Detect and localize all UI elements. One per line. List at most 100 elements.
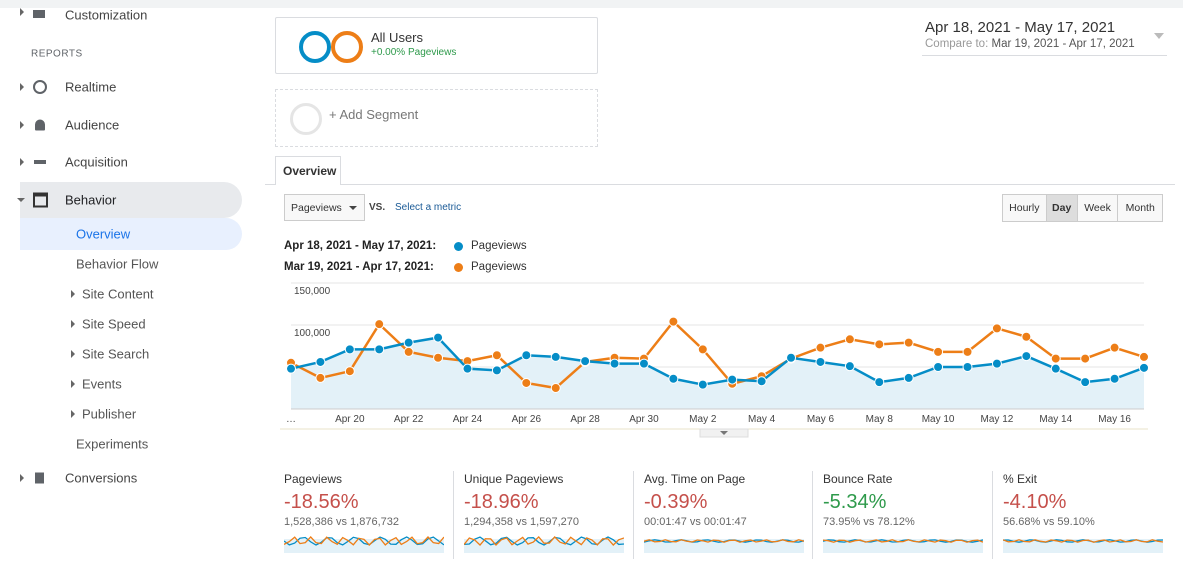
expand-arrow[interactable] xyxy=(17,198,25,202)
expand-arrow[interactable] xyxy=(71,410,75,418)
nav-item[interactable]: Events xyxy=(82,376,122,392)
expand-arrow[interactable] xyxy=(71,350,75,358)
icon xyxy=(33,10,45,18)
nav-item[interactable]: Publisher xyxy=(82,406,137,422)
card-separator xyxy=(633,471,634,559)
nav-item[interactable]: Customization xyxy=(65,7,148,23)
add-segment-label[interactable]: + Add Segment xyxy=(329,107,419,122)
point xyxy=(609,358,620,369)
sparkline xyxy=(823,539,983,553)
point xyxy=(933,346,944,357)
y-tick-label: 150,000 xyxy=(294,286,331,297)
point xyxy=(521,377,532,388)
point xyxy=(1080,377,1091,388)
point xyxy=(286,363,296,374)
point xyxy=(580,356,591,367)
sparkline xyxy=(284,536,444,553)
x-tick-label: Apr 30 xyxy=(629,414,659,425)
expand-arrow[interactable] xyxy=(71,380,75,388)
nav-item[interactable]: Site Search xyxy=(82,346,150,362)
scorecard-detail: 00:01:47 vs 00:01:47 xyxy=(644,516,747,528)
segment-card[interactable] xyxy=(275,17,598,74)
sparkline-line xyxy=(464,536,624,546)
nav-item[interactable]: Overview xyxy=(76,226,131,242)
x-tick-label: May 6 xyxy=(807,414,835,425)
nav-item[interactable]: Behavior xyxy=(65,192,117,208)
x-tick-label: Apr 24 xyxy=(453,414,483,425)
dropdown-arrow[interactable] xyxy=(1154,33,1164,39)
point xyxy=(962,346,973,357)
metric-select-label[interactable]: Pageviews xyxy=(291,202,342,214)
point xyxy=(756,376,767,387)
point xyxy=(786,352,797,363)
scorecard: Unique Pageviews -18.96% 1,294,358 vs 1,59… xyxy=(454,471,632,561)
scorecard-change: -0.39% xyxy=(644,491,708,513)
selected-section xyxy=(20,182,242,218)
expand-arrow[interactable] xyxy=(20,8,24,16)
nav-item[interactable]: Site Content xyxy=(82,286,154,302)
granularity-button[interactable]: Hourly xyxy=(1003,195,1046,221)
expand-arrow[interactable] xyxy=(20,158,24,166)
add-segment[interactable] xyxy=(275,89,598,147)
segment-circle xyxy=(299,31,331,63)
point xyxy=(727,374,738,385)
point xyxy=(844,334,855,345)
nav-item[interactable]: Audience xyxy=(65,117,120,133)
expand-arrow[interactable] xyxy=(71,320,75,328)
granularity-button[interactable]: Day xyxy=(1045,195,1077,221)
scorecard-detail: 1,294,358 vs 1,597,270 xyxy=(464,516,579,528)
point xyxy=(668,316,679,327)
compare-range[interactable]: Compare to: Mar 19, 2021 - Apr 17, 2021 xyxy=(925,38,1135,50)
granularity-button[interactable]: Week xyxy=(1076,195,1118,221)
point xyxy=(1139,351,1149,362)
point xyxy=(874,339,885,350)
date-range[interactable]: Apr 18, 2021 - May 17, 2021 xyxy=(925,19,1116,36)
scorecard-title: Bounce Rate xyxy=(823,472,893,486)
y-tick-label: 100,000 xyxy=(294,328,331,339)
expand-arrow[interactable] xyxy=(20,121,24,129)
point xyxy=(550,351,561,362)
tab-label[interactable]: Overview xyxy=(283,164,337,178)
point xyxy=(903,372,914,383)
scorecard-detail: 73.95% vs 78.12% xyxy=(823,516,915,528)
scorecard-change: -18.56% xyxy=(284,491,359,513)
x-tick-label: Apr 28 xyxy=(570,414,600,425)
nav-item[interactable]: Site Speed xyxy=(82,316,146,332)
selected-item xyxy=(20,218,242,250)
nav-item[interactable]: Behavior Flow xyxy=(76,256,159,272)
point xyxy=(1109,342,1120,353)
sparkline-area xyxy=(464,539,624,553)
point xyxy=(815,356,826,367)
sparkline-line xyxy=(823,539,983,543)
nav-item[interactable]: Conversions xyxy=(65,470,138,486)
select-metric[interactable]: Select a metric xyxy=(395,202,462,213)
expand-arrow[interactable] xyxy=(20,474,24,482)
segment-name: All Users xyxy=(371,30,424,45)
sparkline xyxy=(464,536,624,553)
point xyxy=(521,350,532,361)
icon xyxy=(35,119,45,131)
expand-arrow[interactable] xyxy=(20,83,24,91)
sparkline-line xyxy=(644,539,804,543)
nav-item[interactable]: Experiments xyxy=(76,436,149,452)
nav-item[interactable]: Realtime xyxy=(65,79,117,95)
card-separator xyxy=(453,471,454,559)
expand-arrow[interactable] xyxy=(71,290,75,298)
scorecard-title: % Exit xyxy=(1003,472,1038,486)
x-tick-label: … xyxy=(286,414,296,425)
x-tick-label: May 14 xyxy=(1039,414,1072,425)
scorecard-change: -18.96% xyxy=(464,491,539,513)
point xyxy=(903,337,914,348)
nav-item[interactable]: Acquisition xyxy=(65,154,128,170)
point xyxy=(1139,362,1149,373)
icon xyxy=(35,472,44,484)
x-tick-label: May 10 xyxy=(922,414,955,425)
icon xyxy=(34,160,46,164)
point xyxy=(668,373,679,384)
granularity-button[interactable]: Month xyxy=(1117,195,1163,221)
tab[interactable] xyxy=(275,156,341,185)
point xyxy=(933,362,944,372)
point xyxy=(1050,363,1061,374)
point xyxy=(1050,353,1061,364)
